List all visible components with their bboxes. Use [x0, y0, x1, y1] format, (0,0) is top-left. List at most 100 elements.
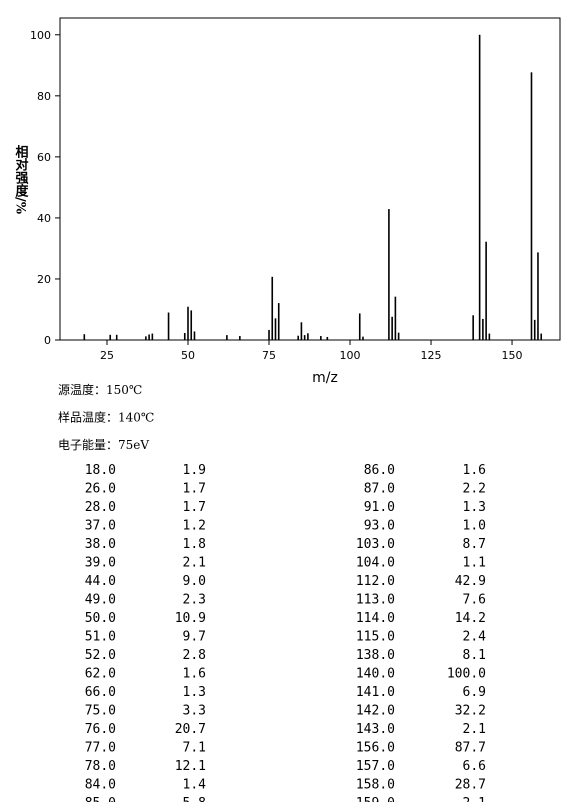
- table-mz: 38.0: [85, 537, 116, 552]
- table-mz: 84.0: [85, 778, 116, 793]
- table-mz: 85.0: [85, 796, 116, 802]
- table-intensity: 2.1: [183, 556, 206, 571]
- peak: [326, 336, 329, 340]
- table-mz: 138.0: [356, 648, 395, 663]
- table-mz: 87.0: [364, 482, 395, 497]
- table-mz: 26.0: [85, 482, 116, 497]
- table-mz: 114.0: [356, 611, 395, 626]
- table-intensity: 9.7: [183, 630, 206, 645]
- peak: [540, 333, 543, 340]
- table-mz: 115.0: [356, 630, 395, 645]
- table-intensity: 9.0: [183, 574, 206, 589]
- peak: [83, 334, 86, 340]
- table-mz: 37.0: [85, 519, 116, 534]
- info-line: 样品温度：140℃: [58, 410, 154, 425]
- table-mz: 77.0: [85, 741, 116, 756]
- table-intensity: 2.4: [463, 630, 487, 645]
- y-tick-label: 20: [37, 273, 51, 286]
- peak: [482, 318, 484, 340]
- peak: [193, 331, 196, 340]
- table-intensity: 6.6: [463, 759, 486, 774]
- x-tick-label: 75: [262, 349, 276, 362]
- peak: [485, 241, 487, 340]
- peak: [394, 296, 397, 340]
- info-line: 电子能量：75eV: [58, 438, 149, 452]
- table-intensity: 1.9: [183, 463, 206, 478]
- table-mz: 76.0: [85, 722, 116, 737]
- table-intensity: 12.1: [175, 759, 206, 774]
- peak: [115, 334, 118, 340]
- peak: [297, 335, 299, 340]
- peak: [472, 315, 474, 340]
- table-intensity: 32.2: [455, 704, 486, 719]
- peak: [268, 329, 270, 340]
- table-mz: 141.0: [356, 685, 395, 700]
- table-mz: 75.0: [85, 704, 116, 719]
- peak: [362, 336, 364, 340]
- peak: [145, 336, 147, 340]
- y-tick-label: 60: [37, 151, 51, 164]
- table-mz: 157.0: [356, 759, 395, 774]
- table-mz: 50.0: [85, 611, 116, 626]
- table-mz: 142.0: [356, 704, 395, 719]
- peak: [300, 322, 303, 340]
- table-mz: 103.0: [356, 537, 395, 552]
- peak: [478, 34, 481, 340]
- table-mz: 156.0: [356, 741, 395, 756]
- peak: [239, 336, 241, 340]
- table-mz: 143.0: [356, 722, 395, 737]
- table-mz: 140.0: [356, 667, 395, 682]
- y-tick-label: 80: [37, 90, 51, 103]
- table-intensity: 1.2: [183, 519, 206, 534]
- peak: [151, 333, 154, 340]
- table-mz: 159.0: [356, 796, 395, 802]
- table-intensity: 1.8: [183, 537, 206, 552]
- table-intensity: 14.2: [455, 611, 486, 626]
- table-intensity: 2.1: [463, 796, 486, 802]
- x-tick-label: 25: [100, 349, 114, 362]
- table-mz: 86.0: [364, 463, 395, 478]
- table-mz: 62.0: [85, 667, 116, 682]
- peak: [274, 318, 277, 340]
- table-mz: 49.0: [85, 593, 116, 608]
- table-mz: 52.0: [85, 648, 116, 663]
- table-intensity: 7.1: [183, 741, 206, 756]
- table-intensity: 2.2: [463, 482, 486, 497]
- x-axis-label: m/z: [312, 370, 338, 386]
- table-mz: 66.0: [85, 685, 116, 700]
- x-tick-label: 125: [421, 349, 442, 362]
- y-tick-label: 100: [30, 29, 51, 42]
- peak: [488, 333, 491, 340]
- peak: [537, 252, 539, 340]
- table-intensity: 87.7: [455, 741, 486, 756]
- peak: [358, 313, 361, 340]
- table-mz: 158.0: [356, 778, 395, 793]
- table-intensity: 1.1: [463, 556, 486, 571]
- table-intensity: 3.3: [183, 704, 206, 719]
- peak: [109, 334, 112, 340]
- table-intensity: 28.7: [455, 778, 486, 793]
- peak: [530, 72, 533, 340]
- x-tick-label: 50: [181, 349, 195, 362]
- table-intensity: 8.1: [463, 648, 486, 663]
- table-intensity: 1.7: [183, 482, 206, 497]
- y-tick-label: 0: [44, 334, 51, 347]
- table-intensity: 7.6: [463, 593, 486, 608]
- peak: [307, 333, 309, 340]
- table-intensity: 2.3: [183, 593, 206, 608]
- table-intensity: 100.0: [447, 667, 486, 682]
- table-intensity: 6.9: [463, 685, 486, 700]
- plot-frame: [59, 17, 561, 341]
- table-mz: 44.0: [85, 574, 116, 589]
- peak: [391, 316, 393, 340]
- table-intensity: 10.9: [175, 611, 206, 626]
- table-mz: 104.0: [356, 556, 395, 571]
- table-mz: 78.0: [85, 759, 116, 774]
- peak: [183, 332, 186, 340]
- peak: [226, 335, 228, 340]
- table-intensity: 1.0: [463, 519, 486, 534]
- peak: [277, 303, 280, 340]
- table-mz: 91.0: [364, 500, 395, 515]
- table-intensity: 8.7: [463, 537, 486, 552]
